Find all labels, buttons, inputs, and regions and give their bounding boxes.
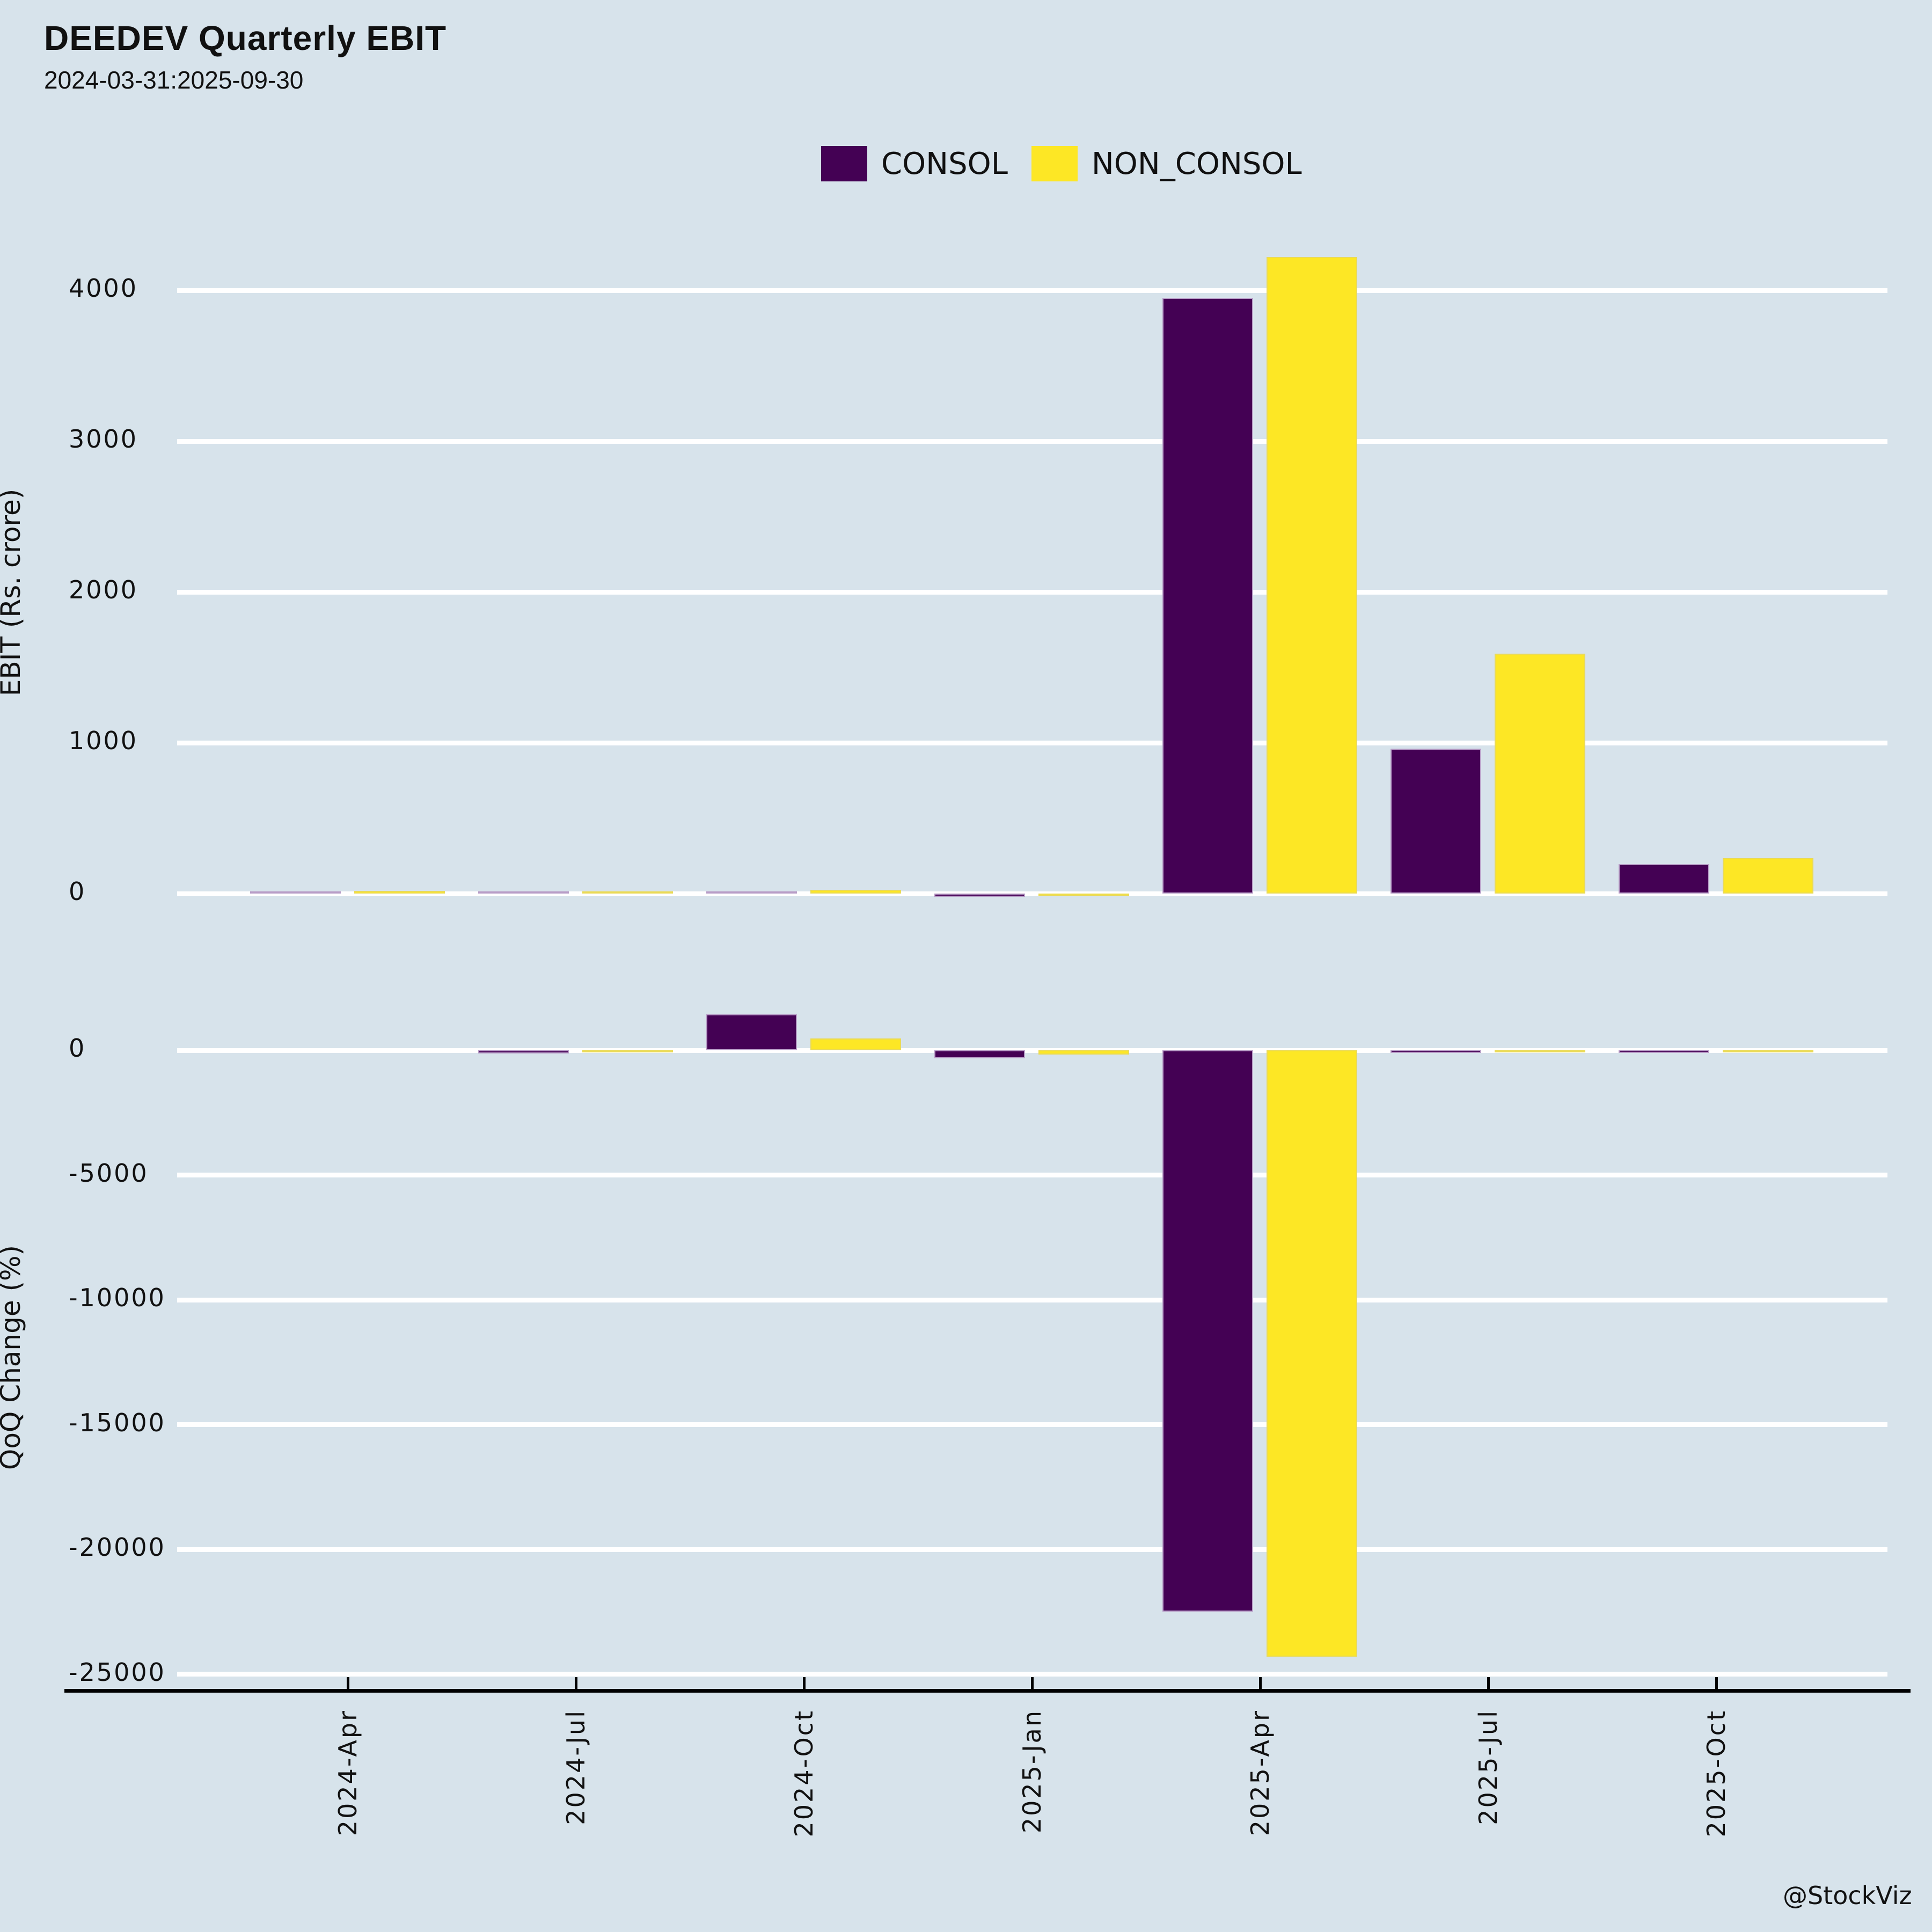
y-tick-label: 2000	[69, 575, 138, 604]
x-tick	[347, 1677, 349, 1689]
x-tick-label: 2025-Jul	[1472, 1709, 1504, 1838]
bar-consol-2025-Apr	[1162, 298, 1253, 894]
bar-consol-2025-Jan	[934, 894, 1025, 897]
y-tick-label: 0	[69, 877, 86, 906]
y-axis-title-top: EBIT (Rs. crore)	[0, 488, 26, 697]
legend-label-non-consol: NON_CONSOL	[1091, 146, 1302, 181]
x-tick-label: 2025-Oct	[1700, 1709, 1732, 1838]
gridline	[177, 1547, 1887, 1552]
bar-consol-2024-Oct	[706, 891, 797, 894]
bar-non_consol-2024-Jul	[582, 1050, 673, 1052]
x-tick-label-text: 2025-Apr	[1246, 1709, 1275, 1836]
gridline	[177, 589, 1887, 595]
bar-consol-2025-Jul	[1391, 1050, 1481, 1053]
x-tick	[1487, 1677, 1490, 1689]
bar-non_consol-2024-Apr	[354, 890, 445, 894]
gridline	[177, 288, 1887, 293]
bar-consol-2024-Apr	[250, 891, 341, 894]
x-tick-label-text: 2025-Jan	[1018, 1709, 1046, 1834]
bar-non_consol-2025-Oct	[1723, 1050, 1813, 1052]
x-tick-label: 2024-Apr	[332, 1709, 364, 1838]
y-tick-label: 4000	[69, 274, 138, 303]
gridline	[177, 1173, 1887, 1177]
x-tick	[1031, 1677, 1034, 1689]
bar-consol-2025-Jul	[1391, 749, 1481, 894]
y-tick-label: -25000	[69, 1657, 166, 1687]
chart-title: DEEDEV Quarterly EBIT	[44, 19, 447, 57]
y-tick-label: -20000	[69, 1533, 166, 1562]
bar-consol-2024-Jul	[478, 1050, 569, 1054]
x-axis-spine	[64, 1689, 1911, 1693]
legend-label-consol: CONSOL	[881, 146, 1008, 181]
bar-non_consol-2025-Apr	[1267, 257, 1357, 894]
bar-consol-2025-Oct	[1619, 864, 1709, 894]
bar-consol-2025-Oct	[1619, 1050, 1709, 1053]
x-tick-label-text: 2024-Jul	[561, 1709, 590, 1825]
x-tick	[1259, 1677, 1262, 1689]
x-tick-label: 2024-Jul	[560, 1709, 592, 1838]
legend-swatch-consol	[821, 146, 867, 181]
x-tick-label: 2024-Oct	[788, 1709, 820, 1838]
bar-non_consol-2025-Jul	[1495, 1050, 1585, 1052]
bar-non_consol-2024-Jul	[582, 891, 673, 894]
y-tick-label: -15000	[69, 1408, 166, 1437]
bar-consol-2025-Apr	[1162, 1050, 1253, 1612]
x-tick-label: 2025-Apr	[1244, 1709, 1276, 1838]
bar-non_consol-2025-Jan	[1038, 894, 1129, 896]
bar-non_consol-2024-Oct	[810, 1038, 901, 1050]
bar-consol-2024-Oct	[706, 1014, 797, 1050]
x-tick	[803, 1677, 806, 1689]
x-tick	[1715, 1677, 1718, 1689]
gridline	[177, 1048, 1887, 1053]
legend-item-non-consol: NON_CONSOL	[1031, 146, 1302, 181]
legend: CONSOL NON_CONSOL	[821, 146, 1302, 181]
bar-consol-2025-Jan	[934, 1050, 1025, 1058]
bar-non_consol-2024-Oct	[810, 889, 901, 894]
x-tick-label: 2025-Jan	[1016, 1709, 1048, 1838]
y-tick-label: 0	[69, 1034, 86, 1063]
y-tick-label: -10000	[69, 1283, 166, 1312]
bar-consol-2024-Jul	[478, 891, 569, 894]
legend-item-consol: CONSOL	[821, 146, 1008, 181]
legend-swatch-non-consol	[1031, 146, 1078, 181]
y-tick-label: -5000	[69, 1158, 149, 1188]
gridline	[177, 438, 1887, 444]
bar-non_consol-2025-Jul	[1495, 654, 1585, 894]
gridline	[177, 1672, 1887, 1677]
x-tick-label-text: 2025-Oct	[1702, 1709, 1731, 1838]
gridline	[177, 740, 1887, 745]
y-tick-label: 3000	[69, 425, 138, 453]
bar-non_consol-2025-Jan	[1038, 1050, 1129, 1055]
x-tick-label-text: 2025-Jul	[1474, 1709, 1503, 1825]
bar-non_consol-2025-Oct	[1723, 858, 1813, 894]
x-tick	[575, 1677, 577, 1689]
y-axis-title-bottom: QoQ Change (%)	[0, 1245, 26, 1470]
gridline	[177, 891, 1887, 896]
x-tick-label-text: 2024-Apr	[333, 1709, 362, 1836]
gridline	[177, 1422, 1887, 1427]
x-tick-label-text: 2024-Oct	[789, 1709, 818, 1838]
bar-non_consol-2025-Apr	[1267, 1050, 1357, 1657]
y-tick-label: 1000	[69, 726, 138, 755]
watermark: @StockViz	[1783, 1881, 1912, 1910]
chart-subtitle: 2024-03-31:2025-09-30	[44, 66, 304, 94]
gridline	[177, 1297, 1887, 1302]
